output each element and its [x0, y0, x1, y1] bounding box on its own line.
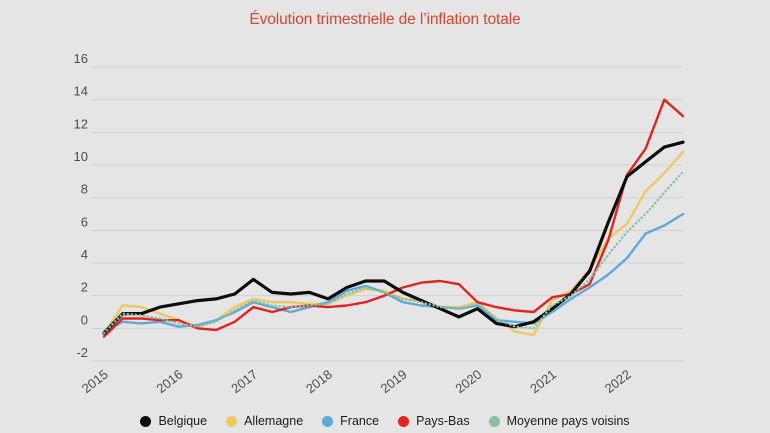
y-tick-label: 0	[81, 312, 88, 327]
legend-item-moyenne-pays-voisins: Moyenne pays voisins	[488, 414, 630, 428]
y-tick-label: 2	[81, 280, 88, 295]
legend-label: Allemagne	[244, 414, 304, 428]
series-line-allemagne	[102, 150, 685, 337]
legend-label: Pays-Bas	[416, 414, 470, 428]
legend-item-france: France	[322, 414, 379, 428]
legend-item-pays-bas: Pays-Bas	[398, 414, 470, 428]
series-line-moyenne-pays-voisins	[102, 170, 685, 335]
x-tick-label: 2016	[154, 367, 186, 397]
legend-dot-belgique	[140, 415, 152, 427]
legend-dot-allemagne	[226, 415, 238, 427]
y-tick-label: 14	[74, 84, 88, 99]
x-tick-label: 2021	[527, 367, 559, 397]
series-line-pays-bas	[102, 98, 685, 338]
legend-dot-france	[322, 415, 334, 427]
legend-label: France	[340, 414, 380, 428]
y-tick-label: 10	[74, 149, 88, 164]
legend-dot-pays-bas	[398, 415, 410, 427]
legend-dot-moyenne	[488, 415, 500, 427]
legend-item-belgique: Belgique	[140, 414, 207, 428]
legend-item-allemagne: Allemagne	[226, 414, 303, 428]
series-line-france	[102, 212, 685, 333]
legend-label: Moyenne pays voisins	[506, 414, 630, 428]
x-tick-label: 2019	[378, 367, 410, 397]
y-tick-label: 8	[81, 182, 88, 197]
x-tick-label: 2020	[452, 367, 484, 397]
y-tick-label: 6	[81, 214, 88, 229]
x-tick-label: 2022	[602, 367, 634, 397]
chart-legend: Belgique Allemagne France Pays-Bas Moyen…	[0, 414, 770, 428]
y-tick-label: 12	[74, 116, 88, 131]
x-tick-label: 2015	[79, 367, 111, 397]
series-line-belgique	[102, 140, 685, 335]
y-tick-label: 16	[74, 51, 88, 66]
y-tick-label: -2	[76, 345, 88, 360]
y-tick-label: 4	[81, 247, 88, 262]
x-tick-label: 2017	[228, 367, 260, 397]
x-tick-label: 2018	[303, 367, 335, 397]
legend-label: Belgique	[158, 414, 208, 428]
chart-title: Évolution trimestrielle de l’inflation t…	[249, 11, 521, 28]
